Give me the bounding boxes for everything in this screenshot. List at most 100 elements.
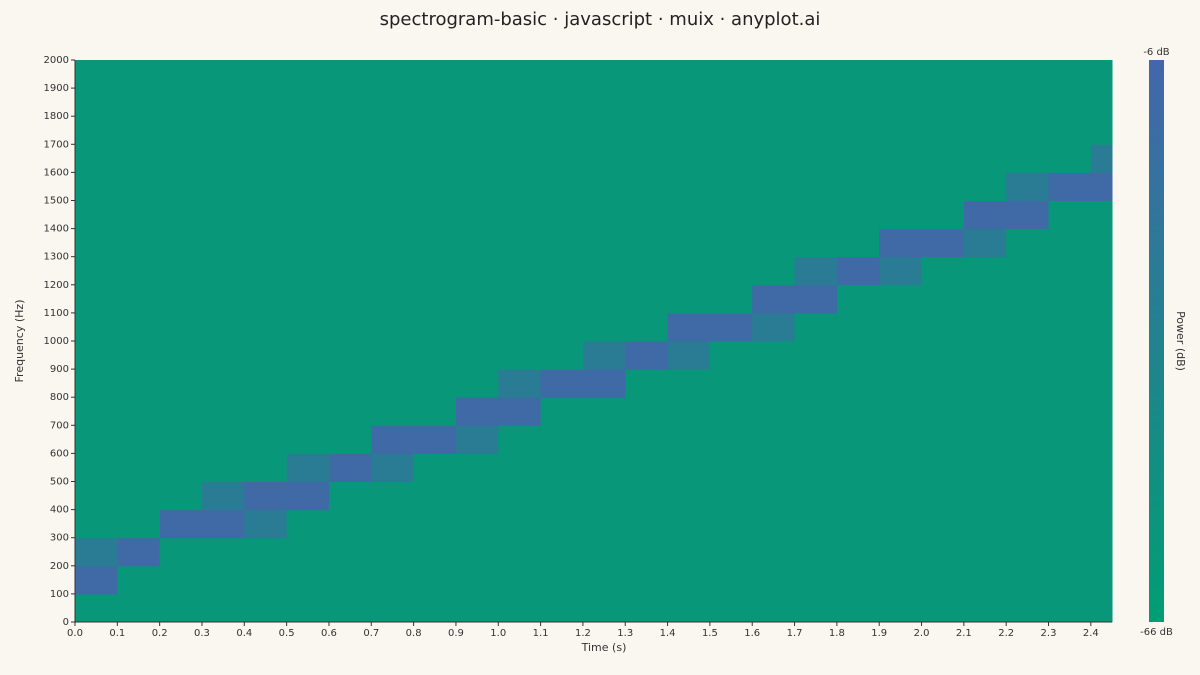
x-tick-label: 2.2 [998, 628, 1014, 639]
heatmap-cell [498, 200, 542, 230]
heatmap-cell [117, 425, 161, 454]
colorbar-label: Power (dB) [1174, 311, 1187, 371]
colorbar-tick-label: -66 dB [1140, 627, 1173, 638]
heatmap-cell [455, 369, 499, 398]
heatmap-cell [455, 144, 499, 173]
heatmap-cell [794, 172, 838, 201]
heatmap-cell [328, 284, 372, 314]
heatmap-cell [117, 509, 161, 539]
heatmap-cell [752, 453, 796, 482]
y-tick-label: 600 [50, 448, 69, 459]
heatmap-cell [540, 481, 584, 511]
heatmap-cell [963, 341, 1007, 370]
heatmap-cell [413, 593, 457, 623]
x-tick-label: 0.5 [279, 628, 295, 639]
heatmap-cell [159, 341, 203, 370]
heatmap-cell [201, 481, 245, 511]
heatmap-cell [75, 593, 118, 623]
heatmap-cell [413, 341, 457, 370]
heatmap-cell [794, 88, 838, 117]
heatmap-cell [455, 256, 499, 286]
heatmap-cell [667, 256, 711, 286]
heatmap-cell [498, 228, 542, 258]
heatmap-cell [1006, 284, 1050, 314]
x-axis-label: Time (s) [581, 641, 627, 654]
heatmap-cell [1048, 565, 1092, 595]
heatmap-cell [582, 369, 626, 398]
heatmap-cell [371, 312, 415, 342]
heatmap-cell [286, 593, 330, 623]
heatmap-cell [921, 228, 965, 258]
heatmap-cell [1048, 593, 1092, 623]
heatmap-cell [1090, 200, 1113, 230]
heatmap-cell [879, 200, 923, 230]
heatmap-cell [625, 116, 669, 145]
heatmap-cell [328, 88, 372, 117]
heatmap-cell [1048, 341, 1092, 370]
heatmap-cell [201, 509, 245, 539]
heatmap-cell [921, 425, 965, 454]
heatmap-cell [794, 60, 838, 89]
heatmap-cell [625, 565, 669, 595]
heatmap-cell [328, 312, 372, 342]
heatmap-cell [879, 509, 923, 539]
heatmap-cell [1006, 537, 1050, 567]
heatmap-cell [709, 144, 753, 173]
heatmap-cell [709, 256, 753, 286]
heatmap-cell [328, 172, 372, 201]
heatmap-cell [498, 537, 542, 567]
y-tick-label: 800 [50, 392, 69, 403]
heatmap-cell [794, 312, 838, 342]
heatmap-cell [413, 200, 457, 230]
heatmap-cell [794, 144, 838, 173]
heatmap-cell [667, 565, 711, 595]
heatmap-cell [498, 172, 542, 201]
heatmap-cell [794, 565, 838, 595]
heatmap-cell [75, 60, 118, 89]
heatmap-cell [709, 341, 753, 370]
heatmap-cell [625, 144, 669, 173]
heatmap-cell [286, 256, 330, 286]
heatmap-cell [709, 537, 753, 567]
heatmap-cell [201, 284, 245, 314]
heatmap-cell [455, 284, 499, 314]
heatmap-cell [963, 200, 1007, 230]
heatmap-cell [498, 88, 542, 117]
heatmap-cell [455, 453, 499, 482]
heatmap-cell [413, 509, 457, 539]
heatmap-cell [836, 60, 880, 89]
heatmap-cell [836, 593, 880, 623]
heatmap-cell [879, 144, 923, 173]
heatmap-cell [540, 116, 584, 145]
heatmap-cell [921, 284, 965, 314]
heatmap-cell [244, 116, 288, 145]
heatmap-cell [794, 284, 838, 314]
heatmap-cell [794, 341, 838, 370]
heatmap-cell [1006, 369, 1050, 398]
heatmap-cell [201, 537, 245, 567]
heatmap-cell [371, 369, 415, 398]
heatmap-cell [794, 481, 838, 511]
heatmap-cell [244, 88, 288, 117]
heatmap-cell [1048, 60, 1092, 89]
heatmap-cell [1090, 256, 1113, 286]
heatmap-cell [286, 228, 330, 258]
heatmap-cell [836, 425, 880, 454]
heatmap-cell [794, 397, 838, 426]
heatmap-cell [117, 593, 161, 623]
heatmap-cell [921, 116, 965, 145]
heatmap-cell [75, 453, 118, 482]
heatmap-cell [455, 228, 499, 258]
heatmap-cell [667, 200, 711, 230]
heatmap-cell [455, 397, 499, 426]
heatmap-cell [1048, 172, 1092, 201]
heatmap-cell [455, 537, 499, 567]
heatmap-cell [286, 537, 330, 567]
heatmap-cell [963, 88, 1007, 117]
heatmap-cell [625, 284, 669, 314]
heatmap-cell [752, 144, 796, 173]
heatmap-cell [413, 425, 457, 454]
heatmap-cell [371, 425, 415, 454]
heatmap-cell [1090, 369, 1113, 398]
